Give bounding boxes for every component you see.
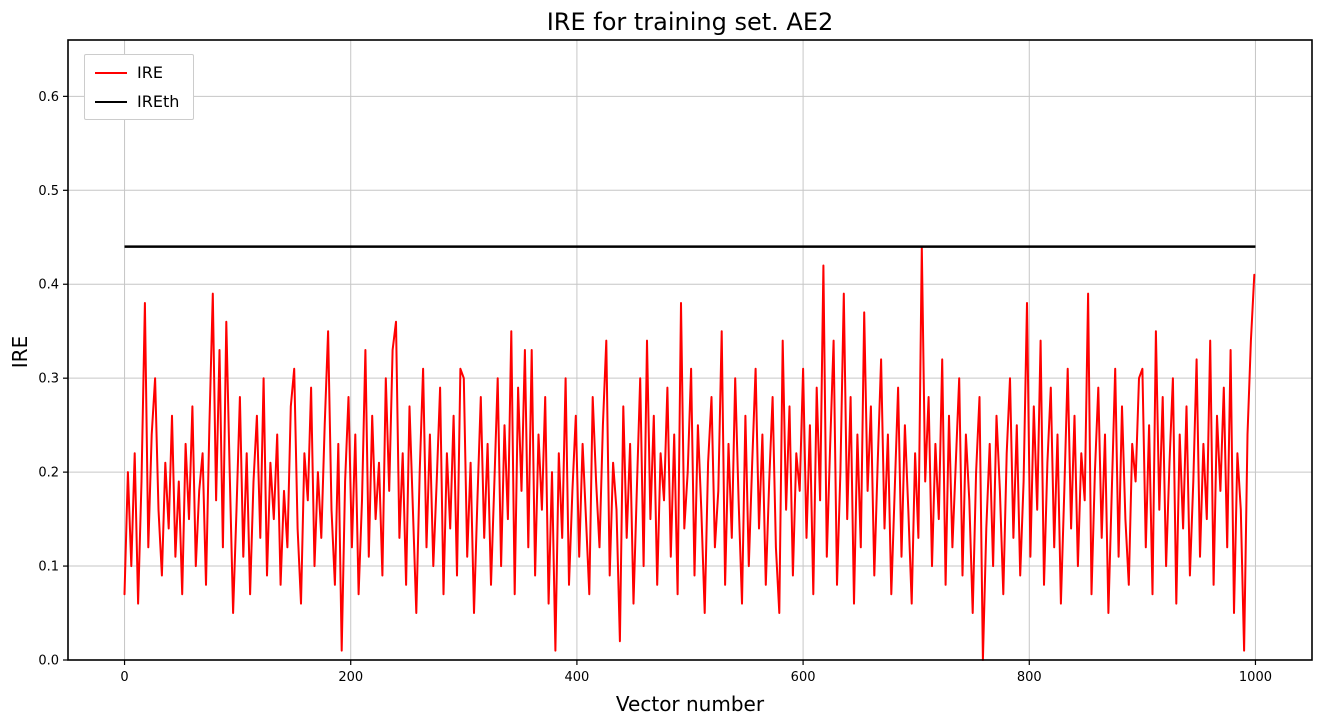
ireth-line-sample [95, 100, 127, 103]
x-tick-label: 200 [338, 670, 363, 685]
chart-title: IRE for training set. AE2 [546, 8, 834, 36]
y-tick-label: 0.2 [38, 466, 59, 481]
legend: IRE IREth [84, 54, 195, 120]
y-tick-label: 0.4 [38, 278, 59, 293]
y-axis-label: IRE [8, 335, 32, 369]
ire-series-line [123, 245, 1256, 661]
x-tick-label: 600 [791, 670, 816, 685]
legend-label-ireth: IREth [137, 92, 180, 111]
y-tick-label: 0.3 [38, 372, 59, 387]
legend-item-ireth: IREth [95, 92, 179, 111]
y-tick-label: 0.1 [38, 560, 59, 575]
x-tick-label: 0 [120, 670, 128, 685]
x-tick-label: 400 [564, 670, 589, 685]
y-tick-label: 0.6 [38, 90, 59, 105]
ire-line-sample [95, 71, 127, 74]
x-axis-label: Vector number [615, 692, 765, 716]
y-tick-label: 0.0 [38, 654, 59, 669]
y-tick-label: 0.5 [38, 184, 59, 199]
axes-border [67, 39, 1313, 661]
legend-item-ire: IRE [95, 63, 179, 82]
x-tick-label: 800 [1017, 670, 1042, 685]
x-tick-label: 1000 [1239, 670, 1272, 685]
legend-label-ire: IRE [137, 63, 163, 82]
